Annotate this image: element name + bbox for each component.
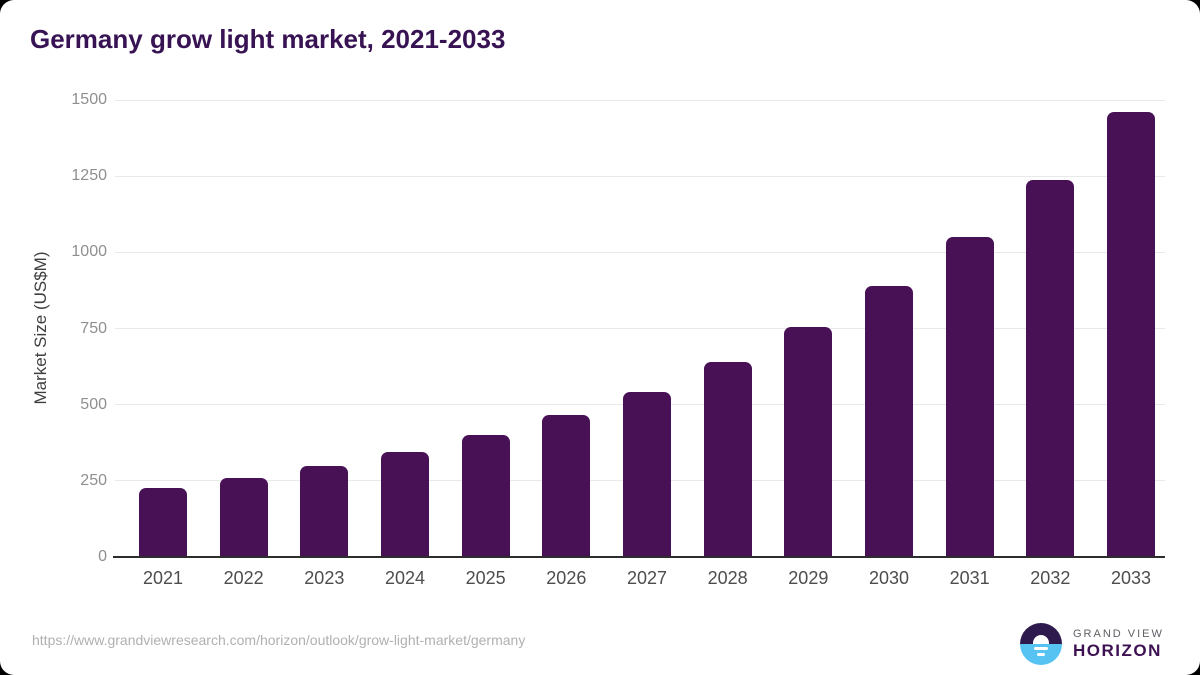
logo-sun xyxy=(1033,635,1049,644)
x-tick-2025: 2025 xyxy=(465,568,506,588)
chart-title: Germany grow light market, 2021-2033 xyxy=(30,24,506,54)
bar-2022 xyxy=(219,477,268,557)
x-tick-2029: 2029 xyxy=(788,568,829,588)
x-tick-2031: 2031 xyxy=(949,568,990,588)
bar-2031 xyxy=(945,237,994,557)
bar-2025 xyxy=(461,434,510,557)
logo-horizon-label: HORIZON xyxy=(1073,641,1162,660)
logo-reflection-1 xyxy=(1034,647,1048,650)
bar-2033 xyxy=(1107,112,1155,557)
y-tick-1000: 1000 xyxy=(71,243,107,261)
x-axis-line xyxy=(113,556,1165,558)
bar-2032 xyxy=(1026,179,1075,557)
bar-2030 xyxy=(865,286,913,557)
bar-2023 xyxy=(300,466,349,557)
brand-logo: GRAND VIEW HORIZON xyxy=(1020,623,1164,665)
bar-2024 xyxy=(381,451,429,557)
x-tick-2021: 2021 xyxy=(142,568,184,588)
y-tick-250: 250 xyxy=(80,471,107,489)
bar-2029 xyxy=(784,326,833,557)
source-url: https://www.grandviewresearch.com/horizo… xyxy=(32,632,526,648)
horizon-sun-icon xyxy=(1020,623,1062,665)
gridline-1250 xyxy=(115,175,1165,177)
x-tick-2022: 2022 xyxy=(223,568,264,588)
gridline-750 xyxy=(115,328,1165,329)
y-tick-0: 0 xyxy=(98,548,107,565)
x-tick-2024: 2024 xyxy=(384,568,426,588)
x-tick-2028: 2028 xyxy=(707,568,748,588)
logo-reflection-2 xyxy=(1037,653,1045,656)
x-tick-2030: 2030 xyxy=(868,568,910,588)
x-tick-2027: 2027 xyxy=(626,568,668,588)
y-tick-1250: 1250 xyxy=(71,167,107,185)
x-tick-2032: 2032 xyxy=(1030,568,1071,588)
gridline-1500 xyxy=(115,99,1165,101)
bar-2028 xyxy=(703,362,752,557)
bar-2021 xyxy=(139,487,187,557)
logo-text: GRAND VIEW HORIZON xyxy=(1073,628,1164,660)
gridline-1000 xyxy=(115,251,1165,253)
logo-grand-view-label: GRAND VIEW xyxy=(1073,628,1164,640)
x-tick-2033: 2033 xyxy=(1110,568,1152,588)
y-tick-1500: 1500 xyxy=(71,91,107,108)
y-tick-750: 750 xyxy=(80,319,107,337)
x-tick-2026: 2026 xyxy=(546,568,587,588)
bar-2026 xyxy=(542,415,591,557)
bar-2027 xyxy=(623,392,671,557)
plot-area: Market Size (US$M) 0 250 500 750 1000 1250 150… xyxy=(31,91,1165,588)
y-tick-500: 500 xyxy=(80,395,107,413)
x-tick-2023: 2023 xyxy=(304,568,345,588)
logo-sky xyxy=(1020,623,1062,644)
